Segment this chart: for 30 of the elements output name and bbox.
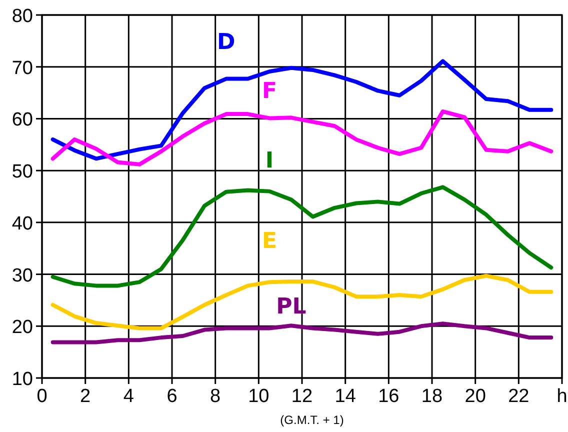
x-tick-label: 0 [36,386,48,407]
x-tick-label: 14 [334,386,356,407]
x-tick-label: 10 [248,386,270,407]
x-tick-label: 20 [464,386,486,407]
x-tick-label: 22 [508,386,530,407]
x-tick-label: h [556,386,568,407]
x-tick-label: 4 [123,386,134,407]
line-series [50,322,554,344]
series-label: F [262,79,278,104]
line-series [50,109,554,166]
y-tick-label: 20 [12,317,33,338]
x-tick-label: 16 [378,386,400,407]
line-series [50,274,554,330]
x-tick-label: 18 [421,386,443,407]
series-label: E [262,229,278,254]
x-tick-label: 6 [166,386,178,407]
series-label: D [217,30,236,55]
y-tick-label: 30 [12,265,33,286]
series-label: I [265,148,274,174]
y-tick-label: 50 [12,162,33,183]
y-tick-label: 70 [12,58,33,79]
line-series [50,185,554,288]
y-tick-label: 80 [12,6,33,27]
x-tick-label: 2 [80,386,91,407]
x-tick-label: 8 [210,386,221,407]
text: (G.M.T. + 1) [280,413,344,427]
y-tick-label: 60 [12,110,33,131]
y-tick-label: 10 [12,369,33,390]
x-tick-label: 12 [291,386,313,407]
y-tick-label: 40 [12,213,33,234]
